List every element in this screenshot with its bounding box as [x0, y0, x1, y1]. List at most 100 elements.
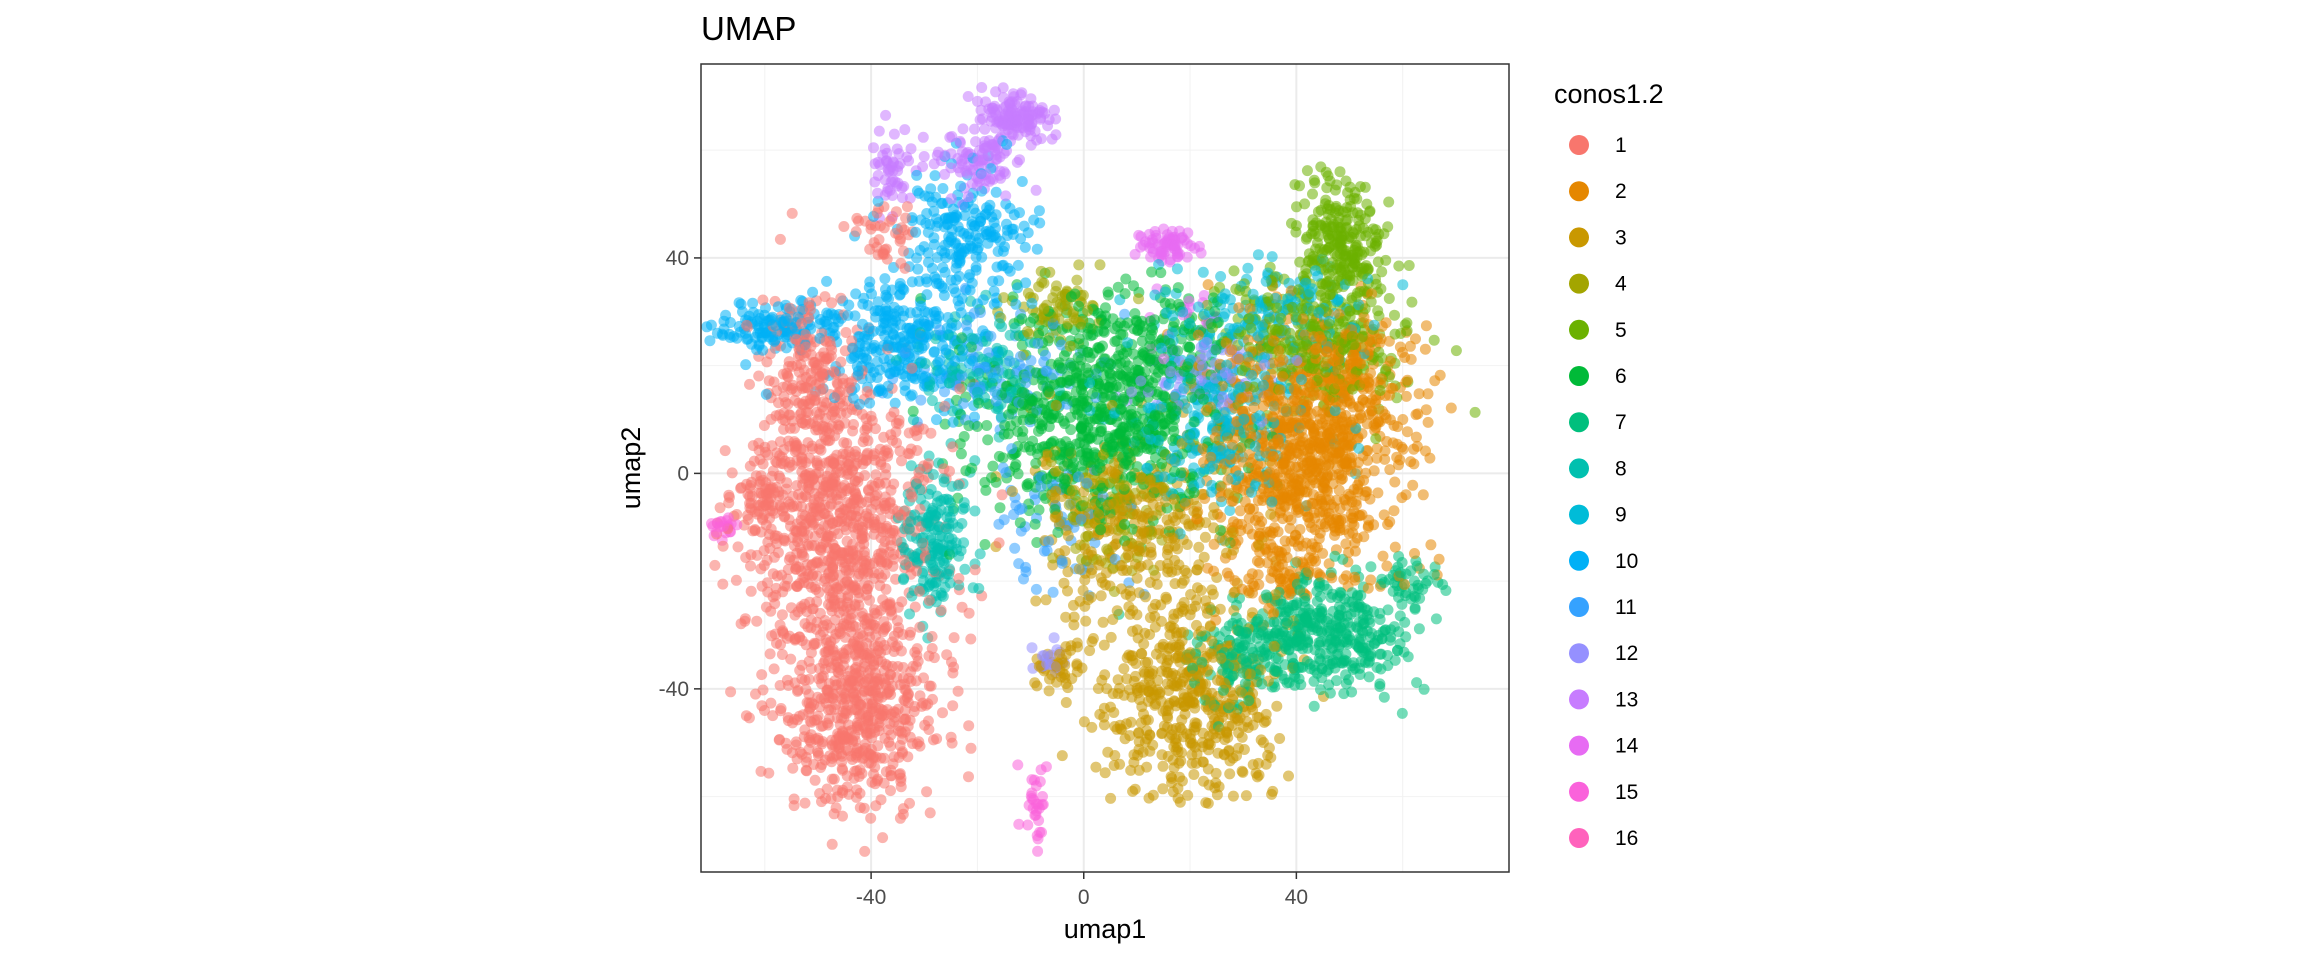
point-cluster-6 — [997, 452, 1009, 464]
point-cluster-1 — [765, 605, 777, 617]
point-cluster-2 — [1420, 320, 1432, 332]
point-cluster-3 — [1224, 768, 1236, 780]
point-cluster-2 — [1420, 404, 1432, 416]
point-cluster-11 — [1016, 503, 1028, 514]
point-cluster-5 — [1301, 165, 1313, 177]
point-cluster-10 — [872, 296, 884, 308]
point-cluster-8 — [958, 537, 970, 549]
point-cluster-9 — [1266, 251, 1278, 263]
point-cluster-10 — [1022, 227, 1034, 239]
point-cluster-5 — [1289, 179, 1301, 191]
point-cluster-15 — [1022, 819, 1034, 831]
point-cluster-13 — [888, 128, 900, 140]
point-cluster-2 — [1233, 302, 1245, 314]
point-cluster-1 — [757, 294, 769, 306]
point-cluster-3 — [1206, 584, 1218, 596]
point-cluster-3 — [1068, 611, 1080, 623]
point-cluster-10 — [913, 187, 925, 199]
point-cluster-1 — [963, 607, 975, 619]
point-cluster-1 — [767, 710, 779, 722]
point-cluster-3 — [1029, 677, 1041, 689]
point-cluster-2 — [1425, 539, 1437, 551]
point-cluster-5 — [1403, 260, 1415, 271]
point-cluster-1 — [891, 437, 902, 449]
point-cluster-8 — [952, 480, 964, 491]
point-cluster-2 — [1407, 479, 1419, 491]
point-cluster-2 — [1417, 489, 1429, 501]
point-cluster-2 — [1381, 560, 1393, 572]
point-cluster-1 — [781, 743, 793, 755]
point-cluster-2 — [1365, 574, 1377, 586]
point-cluster-8 — [938, 476, 950, 488]
point-cluster-4 — [1133, 293, 1144, 305]
point-cluster-1 — [753, 370, 765, 382]
point-cluster-5 — [1372, 256, 1384, 268]
point-cluster-5 — [1389, 309, 1400, 321]
point-cluster-1 — [924, 807, 936, 819]
point-cluster-10 — [929, 170, 941, 182]
point-cluster-3 — [1176, 577, 1188, 589]
point-cluster-1 — [914, 621, 926, 633]
point-cluster-2 — [1371, 443, 1383, 454]
point-cluster-8 — [974, 548, 986, 560]
point-cluster-8 — [926, 395, 938, 407]
point-cluster-1 — [838, 437, 850, 449]
point-cluster-1 — [888, 478, 900, 490]
point-cluster-6 — [987, 460, 999, 472]
point-cluster-2 — [1402, 374, 1413, 386]
point-cluster-6 — [1120, 273, 1132, 285]
point-cluster-5 — [1383, 293, 1395, 304]
point-cluster-13 — [1000, 190, 1012, 202]
point-cluster-1 — [858, 802, 870, 814]
point-cluster-1 — [822, 719, 834, 731]
point-cluster-3 — [1227, 790, 1239, 802]
point-cluster-2 — [1279, 535, 1291, 547]
point-cluster-5 — [1393, 260, 1405, 272]
point-cluster-7 — [1396, 707, 1408, 719]
point-cluster-11 — [968, 307, 980, 319]
point-cluster-1 — [826, 297, 838, 309]
point-cluster-7 — [1371, 662, 1383, 673]
point-cluster-7 — [1418, 683, 1430, 695]
point-cluster-1 — [775, 703, 787, 714]
point-cluster-2 — [1361, 486, 1373, 498]
point-cluster-1 — [937, 707, 948, 719]
point-cluster-7 — [1411, 560, 1423, 572]
point-cluster-1 — [785, 653, 797, 665]
point-cluster-3 — [1097, 616, 1109, 628]
point-cluster-9 — [1397, 279, 1409, 291]
point-cluster-13 — [896, 192, 908, 204]
point-cluster-15 — [1012, 759, 1024, 771]
points-layer — [701, 82, 1481, 857]
point-cluster-3 — [1085, 567, 1097, 579]
point-cluster-10 — [821, 275, 833, 287]
point-cluster-3 — [1240, 790, 1252, 802]
point-cluster-9 — [1252, 249, 1264, 261]
point-cluster-1 — [839, 417, 851, 429]
point-cluster-1 — [877, 832, 889, 844]
point-cluster-1 — [859, 845, 871, 857]
point-cluster-3 — [1099, 767, 1111, 779]
point-cluster-4 — [1071, 274, 1083, 286]
point-cluster-3 — [1118, 663, 1130, 675]
point-cluster-11 — [939, 386, 950, 398]
point-cluster-3 — [1247, 759, 1259, 771]
point-cluster-2 — [1401, 426, 1413, 438]
point-cluster-1 — [763, 375, 775, 387]
point-cluster-3 — [1086, 636, 1098, 648]
point-cluster-7 — [1378, 691, 1390, 703]
point-cluster-10 — [1016, 176, 1028, 187]
point-cluster-3 — [1188, 769, 1200, 780]
point-cluster-5 — [1450, 345, 1462, 357]
point-cluster-7 — [1437, 579, 1449, 590]
chart-title: UMAP — [701, 10, 796, 47]
point-cluster-7 — [1346, 686, 1358, 698]
point-cluster-1 — [786, 207, 798, 219]
point-cluster-13 — [899, 124, 911, 136]
point-cluster-1 — [840, 448, 852, 460]
point-cluster-13 — [962, 91, 974, 102]
point-cluster-1 — [890, 573, 902, 585]
point-cluster-2 — [1202, 279, 1214, 291]
point-cluster-10 — [772, 301, 784, 313]
point-cluster-1 — [745, 560, 756, 572]
